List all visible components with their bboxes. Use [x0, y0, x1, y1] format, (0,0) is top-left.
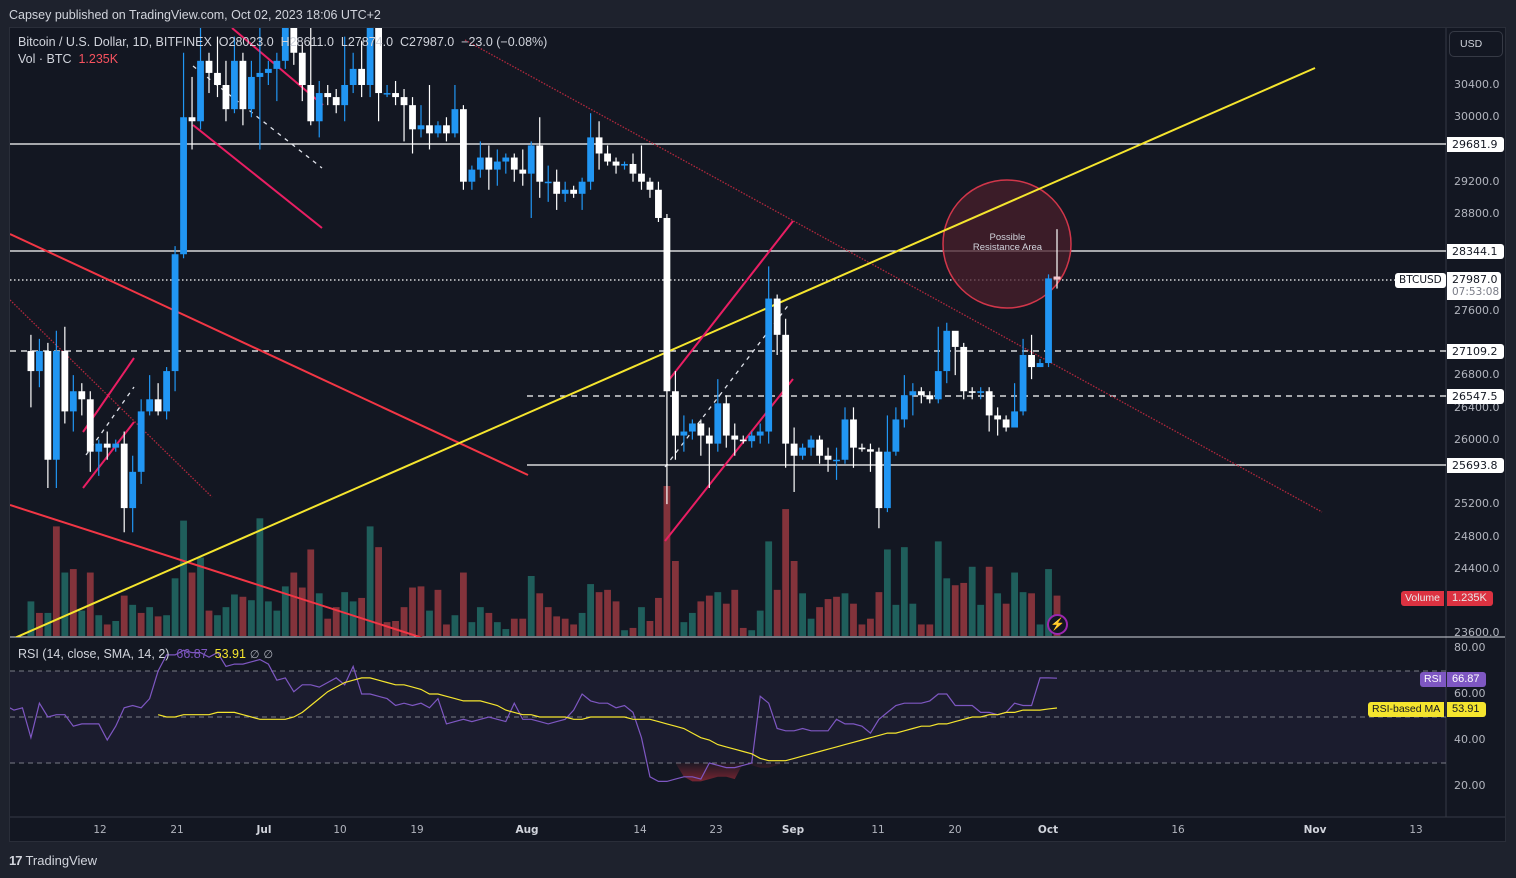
price-tick: 23600.0 — [1454, 626, 1500, 639]
rsi-tick: 60.00 — [1454, 687, 1486, 700]
rsi-tick: 80.00 — [1454, 641, 1486, 654]
rsi-tick: 20.00 — [1454, 779, 1486, 792]
last-price: 27987.0 — [1452, 273, 1498, 286]
price-tick: 24400.0 — [1454, 562, 1500, 575]
time-tick: 21 — [170, 824, 184, 836]
time-tick: 13 — [1409, 824, 1423, 836]
tradingview-brand[interactable]: 17 TradingView — [9, 853, 97, 868]
rsi-tag-label: RSI — [1420, 672, 1446, 687]
null-icon: ∅ — [263, 649, 274, 661]
level-tag: 26547.5 — [1447, 389, 1504, 404]
symbol-title: Bitcoin / U.S. Dollar, 1D, BITFINEX — [18, 35, 212, 49]
time-tick: 11 — [871, 824, 885, 836]
resistance-annotation: Possible Resistance Area — [972, 232, 1043, 253]
rsi-legend: RSI (14, close, SMA, 14, 2) 66.87 53.91 ∅… — [18, 647, 273, 661]
price-tick: 26400.0 — [1454, 401, 1500, 414]
price-tick: 26000.0 — [1454, 433, 1500, 446]
rsi-ma-value: 53.91 — [214, 647, 246, 661]
time-tick: 20 — [948, 824, 962, 836]
time-tick: Oct — [1037, 824, 1059, 836]
rsi-title: RSI (14, close, SMA, 14, 2) — [18, 647, 170, 661]
volume-label: Vol · BTC — [18, 52, 72, 66]
volume-tag-label: Volume — [1401, 591, 1445, 606]
time-tick: Nov — [1303, 824, 1327, 836]
time-tick: 14 — [633, 824, 647, 836]
time-tick: Aug — [515, 824, 539, 836]
price-tick: 27600.0 — [1454, 304, 1500, 317]
currency-button[interactable]: USD — [1449, 31, 1503, 57]
level-tag: 27109.2 — [1447, 344, 1504, 359]
close-value: C27987.0 — [399, 35, 455, 49]
time-tick: 12 — [93, 824, 107, 836]
rsi-tag-value: 66.87 — [1447, 672, 1486, 687]
lightning-icon[interactable]: ⚡ — [1047, 614, 1068, 635]
level-tag: 28344.1 — [1447, 244, 1504, 259]
symbol-tag: BTCUSD — [1395, 273, 1446, 288]
ohlc-legend: Bitcoin / U.S. Dollar, 1D, BITFINEX O280… — [18, 35, 547, 49]
level-tag: 29681.9 — [1447, 137, 1504, 152]
null-icon: ∅ — [249, 649, 260, 661]
time-tick: Sep — [781, 824, 805, 836]
time-tick: Jul — [256, 824, 272, 836]
publisher-line: Capsey published on TradingView.com, Oct… — [9, 8, 381, 22]
brand-name: TradingView — [25, 853, 98, 868]
bar-countdown: 07:53:08 — [1452, 286, 1500, 298]
price-tick: 29200.0 — [1454, 175, 1500, 188]
change-value: −23.0 (−0.08%) — [461, 35, 548, 49]
price-tick: 26800.0 — [1454, 368, 1500, 381]
rsi-ma-tag-value: 53.91 — [1447, 702, 1486, 717]
price-tick: 30000.0 — [1454, 110, 1500, 123]
price-tick: 25200.0 — [1454, 497, 1500, 510]
price-tick: 30400.0 — [1454, 78, 1500, 91]
last-price-tag: 27987.0 07:53:08 — [1447, 272, 1501, 300]
high-value: H28611.0 — [280, 35, 334, 49]
open-value: O28023.0 — [218, 35, 274, 49]
low-value: L27874.0 — [340, 35, 394, 49]
time-tick: 16 — [1171, 824, 1185, 836]
time-tick: 19 — [410, 824, 424, 836]
price-tick: 24800.0 — [1454, 530, 1500, 543]
rsi-ma-tag-label: RSI-based MA — [1368, 702, 1445, 717]
volume-value: 1.235K — [78, 52, 119, 66]
tradingview-logo-icon: 17 — [9, 853, 23, 868]
rsi-tick: 40.00 — [1454, 733, 1486, 746]
volume-legend: Vol · BTC 1.235K — [18, 52, 118, 66]
time-tick: 10 — [333, 824, 347, 836]
rsi-value: 66.87 — [176, 647, 208, 661]
time-tick: 23 — [709, 824, 723, 836]
volume-tag-value: 1.235K — [1447, 591, 1493, 606]
level-tag: 25693.8 — [1447, 458, 1504, 473]
price-tick: 28800.0 — [1454, 207, 1500, 220]
